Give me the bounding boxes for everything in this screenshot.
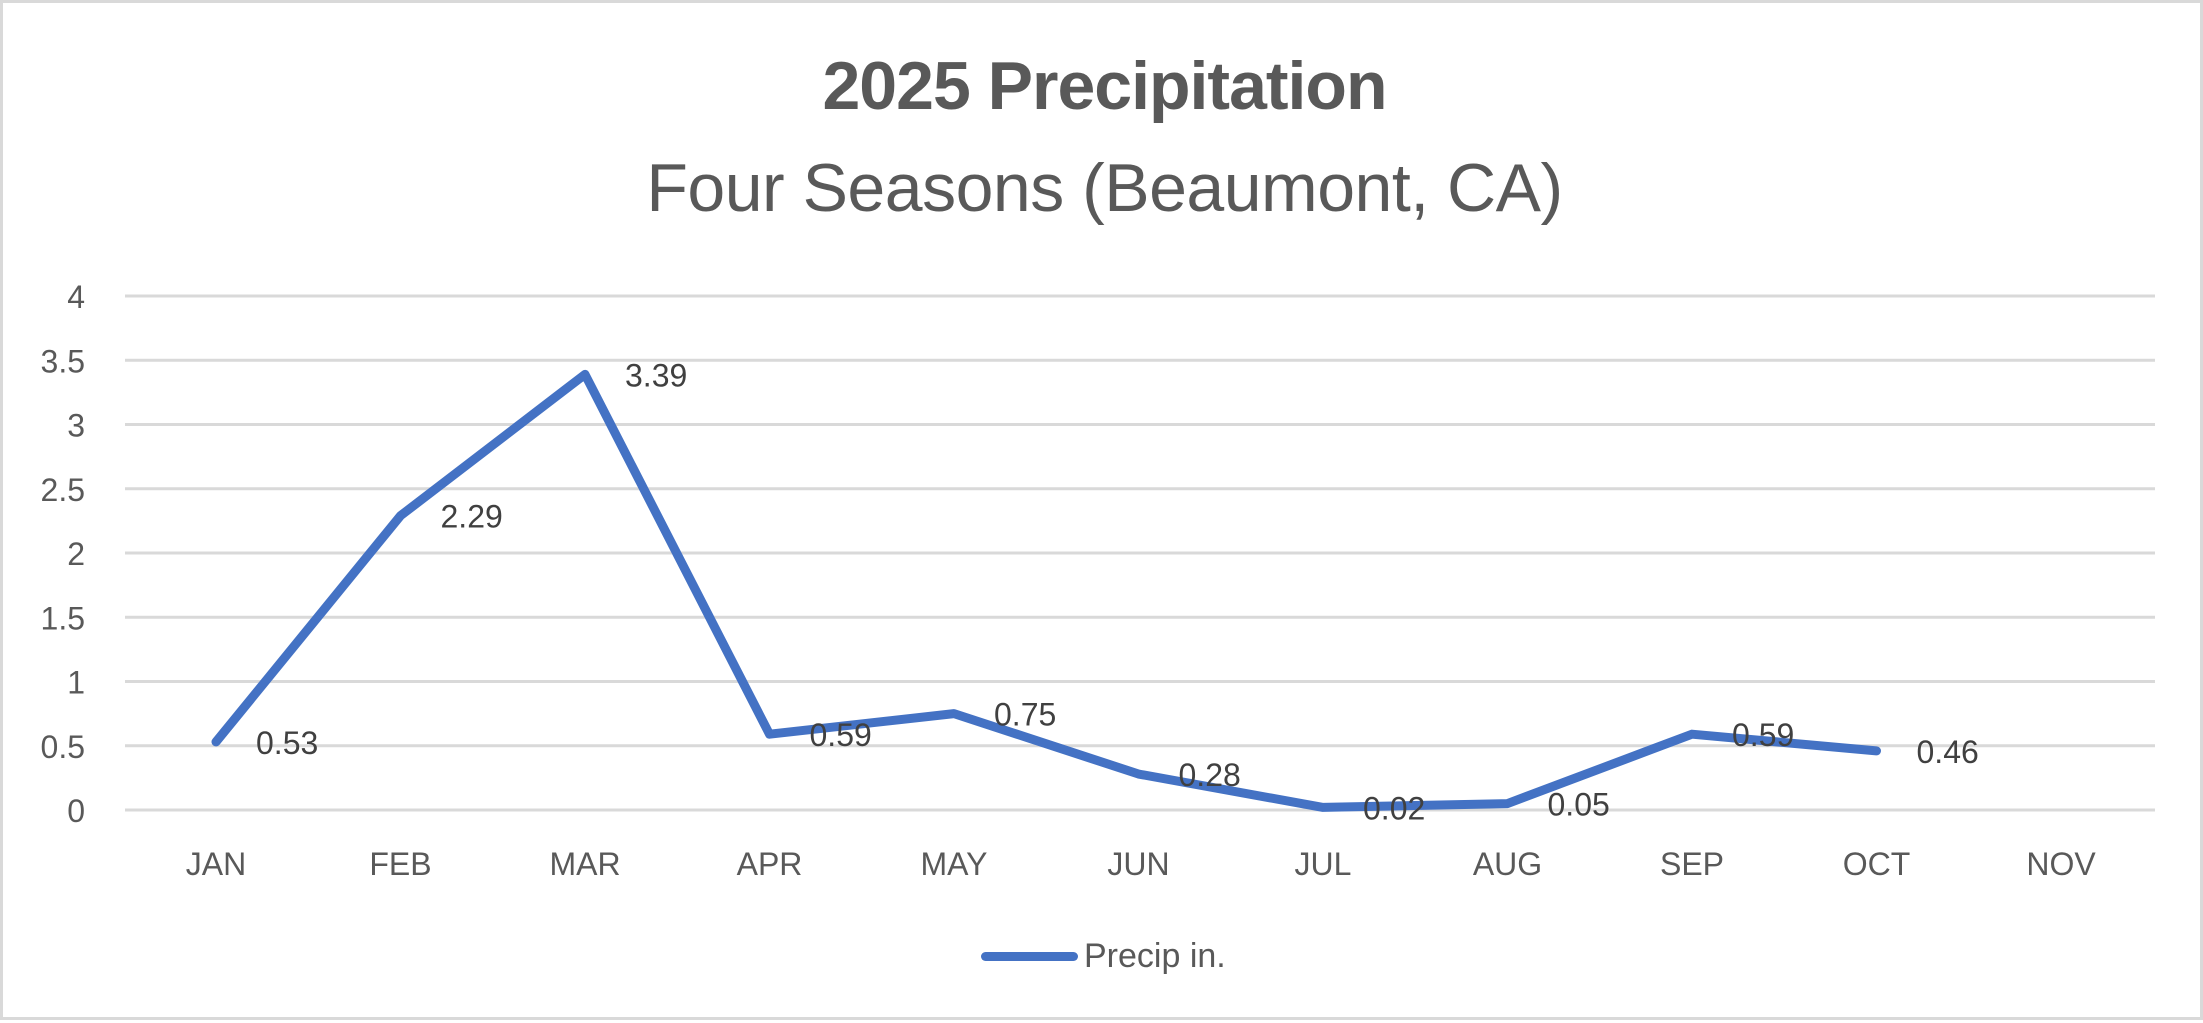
data-label: 0.28 [1179, 757, 1241, 793]
data-label: 0.53 [256, 725, 318, 761]
data-label: 3.39 [625, 357, 687, 393]
legend-label: Precip in. [1084, 936, 1226, 975]
x-tick-label: JAN [186, 846, 246, 882]
y-tick-label: 1 [67, 665, 85, 701]
x-tick-label: OCT [1843, 846, 1911, 882]
data-label: 0.75 [994, 697, 1056, 733]
legend-line-icon [981, 951, 1078, 961]
data-label: 0.59 [810, 717, 872, 753]
y-tick-label: 4 [67, 279, 85, 315]
plot-area: 0 0.5 1 1.5 2 2.5 3 3.5 4 JAN FEB MAR APR MAY JUN JUL A… [41, 279, 2155, 882]
data-label: 0.46 [1917, 734, 1979, 770]
y-tick-label: 3 [67, 408, 85, 444]
x-tick-label: AUG [1473, 846, 1542, 882]
x-tick-label: JUN [1107, 846, 1169, 882]
y-tick-label: 0.5 [41, 729, 85, 765]
y-tick-label: 3.5 [41, 343, 85, 379]
y-tick-label: 0 [67, 793, 85, 829]
y-tick-label: 2.5 [41, 472, 85, 508]
chart-title: 2025 Precipitation [822, 48, 1387, 124]
x-tick-label: MAR [549, 846, 620, 882]
x-axis-ticks: JAN FEB MAR APR MAY JUN JUL AUG SEP OCT NOV [186, 846, 2097, 882]
data-labels: 0.53 2.29 3.39 0.59 0.75 0.28 0.02 0.05 0.59 0.46 [256, 357, 1979, 826]
y-axis-ticks: 0 0.5 1 1.5 2 2.5 3 3.5 4 [41, 279, 85, 829]
data-label: 0.05 [1548, 787, 1610, 823]
x-tick-label: JUL [1295, 846, 1352, 882]
x-tick-label: SEP [1660, 846, 1724, 882]
data-label: 0.59 [1732, 717, 1794, 753]
data-label: 0.02 [1363, 790, 1425, 826]
legend: Precip in. [981, 931, 1226, 981]
x-tick-label: FEB [369, 846, 431, 882]
y-tick-label: 2 [67, 536, 85, 572]
y-tick-label: 1.5 [41, 600, 85, 636]
x-tick-label: MAY [921, 846, 988, 882]
chart-subtitle: Four Seasons (Beaumont, CA) [646, 150, 1563, 226]
data-label: 2.29 [441, 499, 503, 535]
gridlines [125, 294, 2155, 812]
x-tick-label: NOV [2026, 846, 2096, 882]
precip-series-line [211, 369, 1881, 812]
x-tick-label: APR [737, 846, 803, 882]
